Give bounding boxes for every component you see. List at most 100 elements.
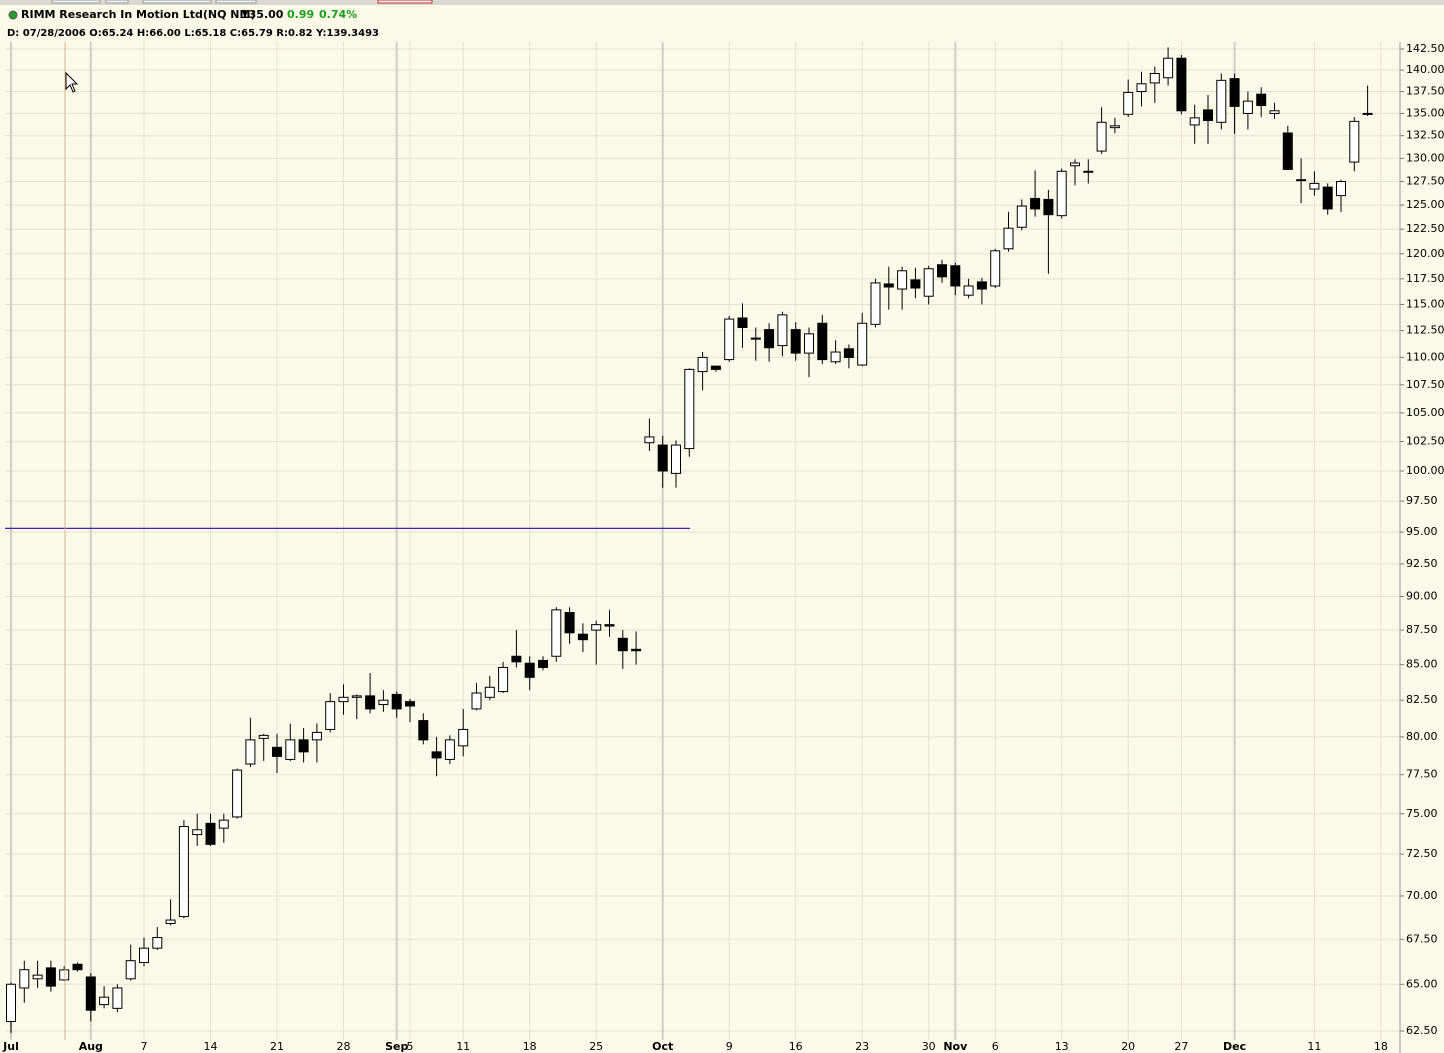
candle-body bbox=[591, 624, 602, 631]
last-price: 135.00 bbox=[241, 8, 284, 21]
y-tick-label: 77.50 bbox=[1406, 768, 1438, 781]
x-tick-label: 25 bbox=[589, 1040, 603, 1053]
candle-body bbox=[471, 692, 482, 710]
candle-body bbox=[6, 983, 16, 1023]
y-tick-label: 127.50 bbox=[1406, 175, 1444, 188]
candle-body bbox=[1296, 179, 1307, 182]
y-tick-label: 90.00 bbox=[1406, 590, 1438, 603]
x-tick-label: Sep bbox=[385, 1040, 408, 1053]
candle-body bbox=[232, 769, 243, 818]
candle-body bbox=[1056, 170, 1067, 217]
toolbar-button[interactable] bbox=[105, 0, 129, 4]
candle-body bbox=[1016, 205, 1027, 228]
y-tick-label: 135.00 bbox=[1406, 106, 1444, 119]
candle-body bbox=[1256, 93, 1267, 107]
y-tick-label: 85.00 bbox=[1406, 658, 1438, 671]
status-icon bbox=[8, 10, 18, 20]
toolbar-button[interactable] bbox=[377, 0, 433, 4]
x-tick-label: 23 bbox=[855, 1040, 869, 1053]
candle-body bbox=[1003, 227, 1014, 250]
candle-body bbox=[790, 329, 801, 354]
candle-body bbox=[1096, 121, 1107, 152]
candle-body bbox=[1216, 79, 1227, 123]
candle-body bbox=[1362, 112, 1373, 115]
candle-body bbox=[1349, 120, 1360, 163]
candle-body bbox=[950, 265, 961, 287]
toolbar-button[interactable] bbox=[51, 0, 101, 4]
change-pct: 0.74% bbox=[319, 8, 357, 21]
candle-body bbox=[258, 734, 269, 739]
candle-body bbox=[178, 826, 189, 918]
candle-body bbox=[311, 731, 322, 741]
x-tick-label: Oct bbox=[652, 1040, 673, 1053]
candle-body bbox=[378, 699, 389, 706]
candle-body bbox=[910, 279, 921, 289]
candle-body bbox=[1070, 162, 1080, 167]
mouse-cursor bbox=[65, 71, 79, 93]
y-tick-label: 117.50 bbox=[1406, 272, 1444, 285]
toolbar-button[interactable] bbox=[215, 0, 257, 4]
x-tick-label: 6 bbox=[992, 1040, 999, 1053]
candle-body bbox=[45, 967, 56, 987]
candle-body bbox=[484, 686, 495, 698]
candle-body bbox=[804, 333, 814, 354]
candle-body bbox=[498, 666, 509, 693]
x-tick-label: 11 bbox=[456, 1040, 470, 1053]
candle-body bbox=[1229, 78, 1240, 107]
y-tick-label: 115.00 bbox=[1406, 297, 1444, 310]
candle-body bbox=[830, 351, 841, 363]
candle-body bbox=[32, 974, 43, 980]
y-tick-label: 102.50 bbox=[1406, 435, 1444, 448]
change: 0.99 bbox=[287, 8, 314, 21]
y-tick-label: 120.00 bbox=[1406, 247, 1444, 260]
y-tick-label: 100.00 bbox=[1406, 464, 1444, 477]
candle-body bbox=[1176, 57, 1187, 112]
candle-body bbox=[1043, 198, 1054, 216]
x-tick-label: Aug bbox=[79, 1040, 103, 1053]
x-tick-label: 21 bbox=[270, 1040, 284, 1053]
candle-body bbox=[112, 987, 123, 1009]
candle-body bbox=[218, 819, 229, 829]
candle-body bbox=[564, 612, 575, 634]
x-tick-label: 11 bbox=[1307, 1040, 1321, 1053]
candle-body bbox=[298, 739, 309, 753]
candle-body bbox=[710, 365, 721, 370]
candle-body bbox=[750, 337, 761, 340]
candle-body bbox=[870, 282, 881, 325]
candle-body bbox=[963, 285, 974, 296]
candle-body bbox=[351, 695, 362, 698]
x-tick-label: 18 bbox=[523, 1040, 537, 1053]
candle-body bbox=[617, 637, 628, 652]
toolbar-strip bbox=[0, 0, 1444, 5]
candle-body bbox=[285, 739, 296, 760]
candle-body bbox=[817, 322, 828, 361]
candle-body bbox=[444, 739, 455, 760]
candle-body bbox=[19, 969, 30, 989]
candle-body bbox=[1149, 73, 1160, 84]
x-tick-label: 9 bbox=[726, 1040, 733, 1053]
y-tick-label: 140.00 bbox=[1406, 63, 1444, 76]
candle-body bbox=[511, 655, 522, 663]
symbol: RIMM Research In Motion Ltd(NQ NM) bbox=[21, 8, 256, 21]
y-tick-label: 80.00 bbox=[1406, 730, 1438, 743]
y-tick-label: 67.50 bbox=[1406, 932, 1438, 945]
candle-body bbox=[405, 701, 415, 707]
x-tick-label: 5 bbox=[407, 1040, 414, 1053]
x-tick-label: Jul bbox=[2, 1040, 19, 1053]
candle-body bbox=[923, 268, 934, 297]
candle-body bbox=[85, 976, 96, 1011]
x-tick-label: 16 bbox=[789, 1040, 803, 1053]
candle-body bbox=[418, 720, 429, 741]
candle-body bbox=[604, 624, 615, 627]
candle-body bbox=[1336, 181, 1346, 197]
y-tick-label: 122.50 bbox=[1406, 222, 1444, 235]
candle-body bbox=[697, 356, 708, 373]
toolbar-button[interactable] bbox=[142, 0, 212, 4]
candle-body bbox=[1242, 100, 1253, 114]
candle-body bbox=[338, 696, 349, 703]
y-tick-label: 97.50 bbox=[1406, 494, 1438, 507]
x-tick-label: 20 bbox=[1121, 1040, 1135, 1053]
candle-body bbox=[192, 829, 203, 836]
candle-body bbox=[59, 969, 70, 981]
